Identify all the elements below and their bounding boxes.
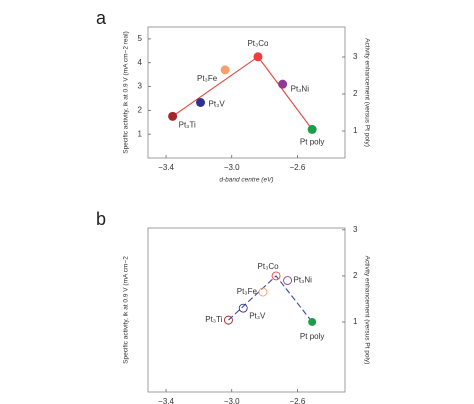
- panel-label: b: [96, 209, 106, 229]
- x-tick-label: −3.0: [224, 397, 240, 404]
- trend-line: [228, 275, 313, 323]
- y-axis-label: Specific activity, ik at 0.9 V (mA cm−2 …: [123, 31, 130, 154]
- point-label: Pt₃Ni: [291, 84, 310, 93]
- point-label: Pt₃Ti: [179, 120, 196, 129]
- x-tick-label: −3.4: [158, 163, 174, 172]
- data-point: [258, 287, 268, 297]
- point-label: Pt₃Co: [247, 39, 269, 48]
- point-label: Pt₃Fe: [237, 287, 258, 296]
- y-tick-label: 1: [138, 129, 143, 138]
- y-tick-label: 5: [138, 34, 143, 43]
- y-tick-label: 3: [138, 82, 143, 91]
- point-label: Pt₃Ti: [205, 315, 222, 324]
- data-point: [253, 52, 263, 62]
- y-tick-label: 4: [138, 58, 143, 67]
- plot-frame: [147, 26, 346, 159]
- point-label: Pt₃Ni: [294, 276, 313, 285]
- y2-tick-label: 3: [353, 225, 358, 234]
- plot-frame: [147, 227, 346, 393]
- data-point: [307, 124, 317, 134]
- data-point: [220, 65, 230, 75]
- point-label: Pt₃Co: [258, 262, 280, 271]
- y2-tick-label: 1: [353, 126, 358, 135]
- point-label: Pt poly: [300, 138, 324, 147]
- data-point: [238, 303, 248, 313]
- data-point: [278, 79, 288, 89]
- y2-tick-label: 1: [353, 317, 358, 326]
- y2-tick-label: 2: [353, 271, 358, 280]
- data-point: [283, 276, 292, 285]
- x-tick-label: −2.6: [289, 163, 305, 172]
- point-label: Pt₃V: [209, 100, 226, 109]
- point-label: Pt₃Fe: [197, 74, 218, 83]
- data-point: [168, 111, 178, 121]
- x-tick-label: −3.4: [158, 397, 174, 404]
- point-label: Pt₃V: [249, 311, 266, 320]
- x-tick-label: −2.6: [289, 397, 305, 404]
- panel-label: a: [96, 8, 107, 28]
- y2-tick-label: 2: [353, 89, 358, 98]
- y-tick-label: 2: [138, 105, 143, 114]
- y2-tick-label: 3: [353, 52, 358, 61]
- data-point: [196, 98, 206, 108]
- y2-axis-label: Activity enhancement (versus Pt poly): [363, 38, 370, 147]
- data-point: [308, 317, 317, 326]
- x-tick-label: −3.0: [224, 163, 240, 172]
- data-point: [271, 271, 281, 281]
- point-label: Pt poly: [300, 332, 324, 341]
- y2-axis-label: Activity enhancement (versus Pt poly): [363, 256, 370, 365]
- y-axis-label: Specific activity, ik at 0.9 V (mA cm−2: [123, 256, 130, 364]
- data-point: [223, 315, 233, 325]
- x-axis-label: d-band centre (eV): [219, 177, 273, 184]
